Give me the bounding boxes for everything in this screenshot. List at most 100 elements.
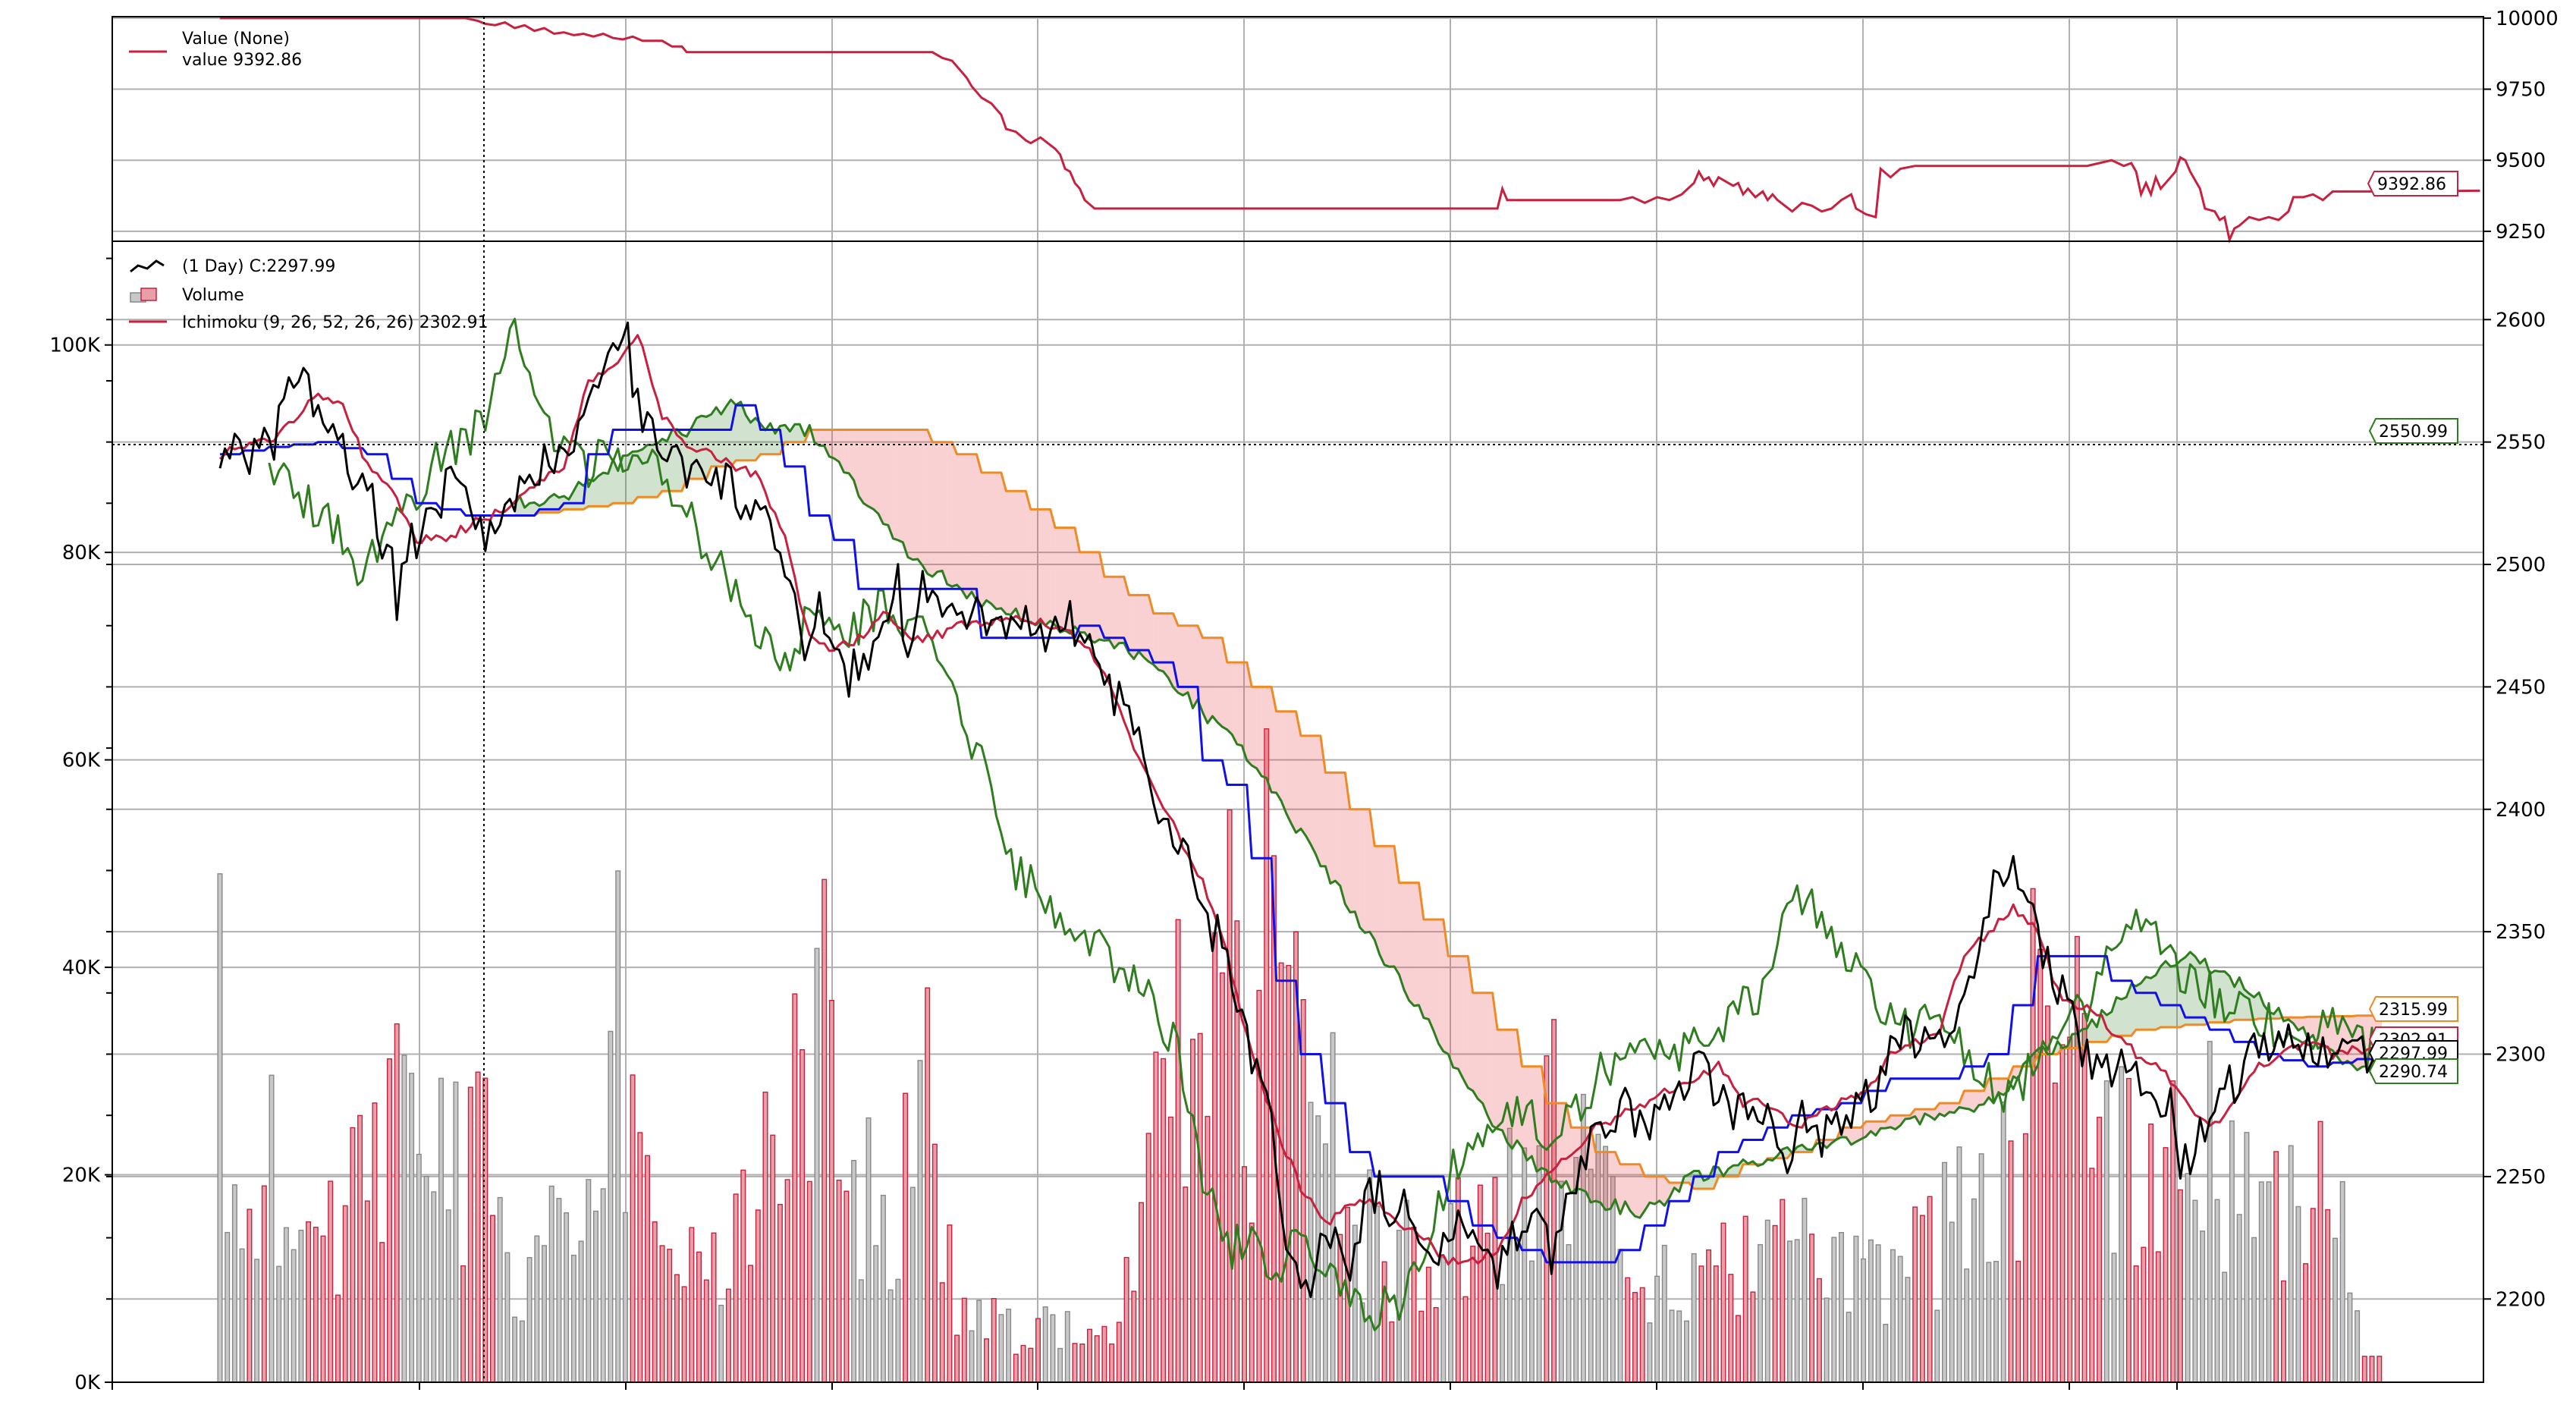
cloud-segment <box>2072 1033 2078 1048</box>
volume-bar <box>2141 1246 2147 1383</box>
volume-bar <box>2317 1121 2323 1383</box>
legend-label-ichimoku: Ichimoku (9, 26, 52, 26, 26) 2302.91 <box>182 313 488 332</box>
cloud-segment <box>1060 527 1066 633</box>
volume-bar <box>2052 1082 2058 1383</box>
volume-bar <box>1028 1347 1034 1383</box>
volume-bar <box>556 1197 562 1383</box>
cloud-segment <box>834 429 840 462</box>
volume-bar <box>2280 1280 2286 1383</box>
volume-bar <box>991 1297 997 1383</box>
cloud-segment <box>2224 971 2230 1023</box>
volume-bar <box>2266 1181 2272 1383</box>
cloud-segment <box>824 429 830 457</box>
volume-bar <box>261 1185 267 1383</box>
volume-bar <box>873 1245 879 1383</box>
volume-bar <box>600 1188 606 1383</box>
cloud-segment <box>942 442 947 584</box>
cloud-segment <box>1487 992 1493 1127</box>
volume-bar <box>1212 932 1218 1383</box>
volume-bar <box>689 1227 695 1383</box>
volume-bar <box>1189 1039 1195 1383</box>
volume-bar <box>696 1251 702 1383</box>
cloud-segment <box>1232 662 1237 745</box>
price-y-tick-label: 2550 <box>2496 432 2546 454</box>
cloud-segment <box>1423 919 1429 1020</box>
volume-bar <box>954 1334 960 1383</box>
cloud-segment <box>1030 509 1036 626</box>
volume-bar <box>2008 1140 2014 1383</box>
volume-bar <box>1647 1322 1653 1383</box>
volume-bar <box>1853 1235 1859 1383</box>
volume-bar <box>519 1320 525 1383</box>
volume-bar <box>1470 1245 1476 1383</box>
price-y-tick-label: 2350 <box>2496 921 2546 944</box>
volume-y-axis: 100K 80K 60K 40K 20K 0K <box>49 335 112 1394</box>
volume-bar <box>401 1055 407 1383</box>
cloud-segment <box>1026 491 1031 622</box>
volume-bar <box>917 1060 923 1383</box>
tag-crosshair-price-label: 2550.99 <box>2379 423 2448 442</box>
volume-bar <box>851 1159 857 1383</box>
volume-bar <box>2177 1189 2183 1383</box>
volume-bar <box>1256 989 1262 1383</box>
volume-bar <box>681 1286 687 1383</box>
volume-bar <box>438 1077 445 1383</box>
cloud-segment <box>2116 997 2122 1036</box>
cloud-segment <box>1993 1078 1999 1104</box>
volume-bar <box>909 1187 916 1383</box>
volume-bar <box>2067 1036 2073 1383</box>
volume-bar <box>1308 1102 1314 1383</box>
volume-bar <box>2273 1151 2279 1383</box>
volume-bar <box>1809 1234 1815 1383</box>
volume-bar <box>2125 1077 2131 1383</box>
volume-bar <box>1654 1275 1660 1383</box>
volume-bar <box>1101 1325 1107 1383</box>
observer-panel: 10000 9750 9500 9250 Value (None) value 939… <box>112 8 2559 244</box>
volume-bar <box>2015 1260 2022 1383</box>
cloud-segment <box>1930 1109 1935 1120</box>
cloud-segment <box>1649 1176 1655 1205</box>
cloud-segment <box>1256 687 1262 777</box>
price-y-tick-label: 2600 <box>2496 309 2546 332</box>
volume-bar <box>2339 1180 2345 1383</box>
cloud-segment <box>2170 965 2175 1028</box>
volume-bar <box>2258 1181 2264 1383</box>
cloud-segment <box>1217 637 1223 728</box>
volume-bar <box>291 1249 297 1383</box>
volume-bar <box>800 1048 806 1383</box>
cloud-segment <box>661 438 668 492</box>
volume-bar <box>1506 1127 1513 1383</box>
volume-bar <box>1691 1253 1697 1383</box>
cloud-segment <box>1571 1127 1576 1193</box>
cloud-segment <box>1168 613 1173 688</box>
cloud-segment <box>1246 662 1252 765</box>
volume-bar <box>542 1245 548 1383</box>
volume-bar <box>1794 1239 1800 1383</box>
volume-bar <box>2155 1251 2161 1383</box>
cloud-segment <box>1659 1176 1665 1206</box>
volume-bar <box>1278 962 1284 1383</box>
volume-bar <box>2000 1101 2006 1383</box>
volume-bar <box>652 1221 658 1383</box>
cloud-segment <box>1605 1152 1611 1210</box>
volume-bar <box>1846 1312 1852 1383</box>
volume-bar <box>1986 1262 1992 1383</box>
volume-bar <box>1337 1234 1343 1383</box>
volume-bar <box>1389 1321 1395 1383</box>
volume-bar <box>2325 1209 2331 1383</box>
volume-bar <box>504 1252 510 1383</box>
volume-bar <box>1175 919 1181 1383</box>
volume-bar <box>1183 1187 1189 1383</box>
cloud-segment <box>2131 984 2137 1036</box>
cloud-segment <box>1610 1152 1616 1209</box>
volume-bar <box>1153 1051 1159 1383</box>
volume-bar <box>1440 1256 1447 1383</box>
cloud-segment <box>1861 1121 1866 1139</box>
cloud-segment <box>1940 1103 1945 1117</box>
cloud-segment <box>893 429 898 540</box>
cloud-segment <box>922 429 928 574</box>
volume-bar <box>887 1289 894 1383</box>
cloud-segment <box>2121 997 2127 1036</box>
volume-bar <box>1094 1335 1100 1383</box>
volume-bar <box>828 999 834 1383</box>
